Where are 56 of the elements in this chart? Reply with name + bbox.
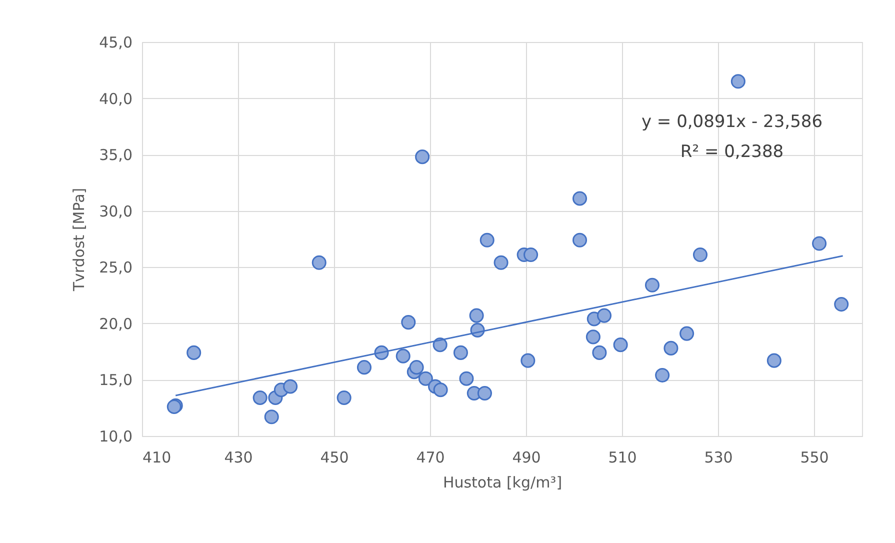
y-tick-label: 40,0 — [99, 90, 132, 108]
point — [480, 232, 494, 248]
y-axis-title: Tvrdost [MPa] — [70, 188, 88, 292]
y-tick-label: 15,0 — [99, 371, 132, 390]
point — [592, 345, 607, 360]
point — [186, 345, 202, 360]
point — [766, 353, 782, 368]
point — [396, 348, 410, 364]
x-tick-label: 530 — [704, 448, 733, 466]
x-tick-label: 450 — [320, 448, 349, 466]
point — [680, 326, 694, 341]
point — [730, 74, 746, 89]
point — [433, 382, 448, 398]
y-tick-label: 20,0 — [99, 314, 132, 333]
point — [812, 236, 827, 251]
point — [572, 232, 588, 248]
x-tick-label: 410 — [142, 448, 172, 466]
x-tick-label: 510 — [608, 448, 637, 466]
point — [596, 308, 612, 323]
point — [453, 345, 468, 360]
point — [520, 353, 536, 368]
x-axis-title: Hustota [kg/m³] — [442, 474, 562, 492]
point — [264, 410, 279, 424]
point — [336, 390, 352, 405]
x-tick-label: 490 — [512, 448, 541, 466]
point — [418, 371, 433, 386]
point — [477, 386, 492, 400]
point — [415, 150, 430, 164]
y-tick-label: 35,0 — [99, 146, 132, 164]
point — [572, 191, 588, 206]
point — [494, 255, 508, 270]
point — [356, 360, 372, 375]
point — [613, 338, 628, 352]
y-tick-label: 25,0 — [99, 258, 132, 277]
point — [664, 340, 678, 356]
y-tick-label: 30,0 — [99, 202, 132, 220]
point — [283, 379, 298, 394]
point — [459, 371, 474, 386]
point — [586, 330, 600, 344]
point — [469, 308, 484, 323]
point — [834, 297, 849, 312]
annotation: R² = 0,2388 — [680, 142, 784, 162]
point — [524, 248, 538, 262]
x-tick-label: 550 — [800, 448, 829, 466]
point — [312, 255, 326, 270]
y-tick-label: 10,0 — [99, 428, 132, 446]
point — [252, 390, 268, 405]
annotation: y = 0,0891x - 23,586 — [641, 112, 823, 132]
y-tick-label: 45,0 — [99, 34, 132, 52]
x-tick-label: 430 — [224, 448, 253, 466]
x-tick-label: 470 — [416, 448, 445, 466]
point — [409, 360, 424, 375]
point — [655, 368, 670, 382]
point — [692, 248, 708, 262]
point — [644, 278, 660, 292]
point — [401, 315, 416, 330]
